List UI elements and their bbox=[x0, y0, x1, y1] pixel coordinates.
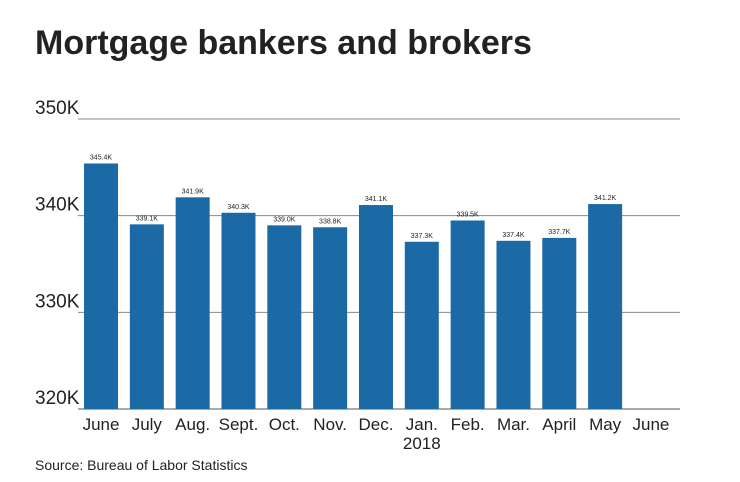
data-label: 341.1K bbox=[365, 196, 388, 203]
data-label: 337.3K bbox=[411, 233, 434, 240]
x-tick-label: June bbox=[83, 415, 120, 434]
bar bbox=[404, 241, 439, 409]
x-tick-label: Nov. bbox=[313, 415, 347, 434]
bar bbox=[542, 237, 577, 409]
y-tick-label: 350K bbox=[35, 98, 80, 119]
y-tick-label: 330K bbox=[35, 291, 80, 312]
data-label: 339.1K bbox=[136, 215, 159, 222]
data-label: 337.4K bbox=[502, 232, 525, 239]
x-tick-label: Aug. bbox=[175, 415, 210, 434]
data-label: 339.5K bbox=[457, 212, 480, 219]
bar bbox=[496, 240, 531, 409]
data-label: 341.2K bbox=[594, 195, 617, 202]
y-tick-label: 340K bbox=[35, 195, 80, 216]
x-tick-label: Jan. 2018 bbox=[403, 415, 441, 453]
data-label: 339.0K bbox=[273, 216, 296, 223]
data-label: 338.8K bbox=[319, 218, 342, 225]
chart-title: Mortgage bankers and brokers bbox=[35, 24, 532, 62]
x-tick-label: June bbox=[633, 415, 670, 434]
data-label: 337.7K bbox=[548, 229, 571, 236]
bar bbox=[84, 163, 118, 409]
bar bbox=[129, 224, 164, 409]
bar bbox=[313, 227, 348, 409]
bar bbox=[221, 212, 256, 409]
bar bbox=[175, 197, 210, 409]
bar bbox=[358, 205, 393, 409]
x-tick-label: Oct. bbox=[269, 415, 300, 434]
data-label: 340.3K bbox=[227, 204, 250, 211]
x-tick-label: July bbox=[132, 415, 163, 434]
x-tick-label: Dec. bbox=[358, 415, 393, 434]
data-label: 341.9K bbox=[182, 188, 205, 195]
source: Source: Bureau of Labor Statistics bbox=[35, 457, 247, 473]
bar bbox=[588, 204, 623, 409]
bar bbox=[450, 220, 485, 409]
data-label: 345.4K bbox=[90, 154, 113, 161]
x-tick-label: Mar. bbox=[497, 415, 530, 434]
x-tick-label: April bbox=[542, 415, 576, 434]
y-tick-label: 320K bbox=[35, 388, 80, 409]
x-tick-label: Sept. bbox=[219, 415, 259, 434]
bar bbox=[267, 225, 302, 409]
x-tick-label: May bbox=[589, 415, 622, 434]
x-tick-label: Feb. bbox=[451, 415, 485, 434]
